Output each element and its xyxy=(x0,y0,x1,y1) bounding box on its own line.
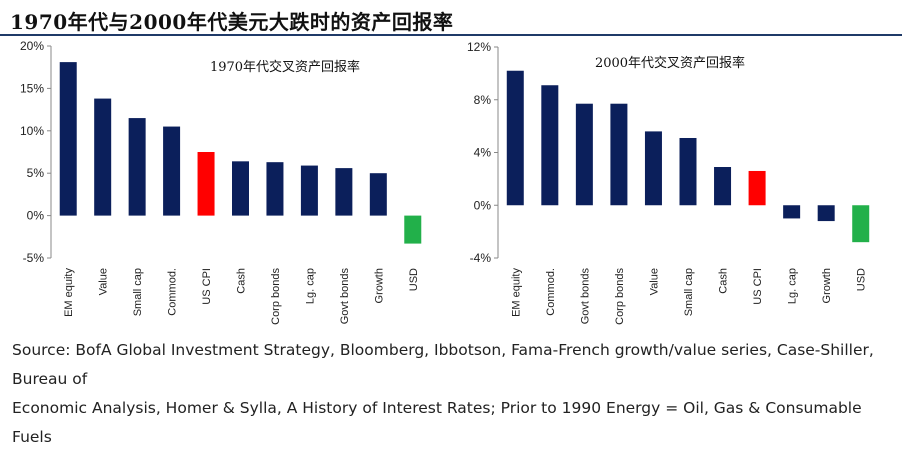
y-tick-label: -4% xyxy=(470,251,492,265)
bar-corp-bonds xyxy=(610,103,628,206)
y-tick-label: 12% xyxy=(467,40,491,54)
x-category-label: Cash xyxy=(236,268,248,294)
bar-us-cpi xyxy=(748,170,766,206)
x-category-label: Govt bonds xyxy=(339,268,351,325)
y-tick-label: 5% xyxy=(27,166,45,180)
bar-govt-bonds xyxy=(335,168,353,216)
bar-small-cap xyxy=(128,118,146,216)
source-line-3: Economic Analysis, Homer & Sylla, A Hist… xyxy=(12,399,862,417)
y-tick-label: 8% xyxy=(474,93,492,107)
bar-corp-bonds xyxy=(266,162,284,216)
chart-2000s: 2000年代交叉资产回报率 12% 8% 4% 0% -4% EM equity Commod… xyxy=(467,40,870,325)
x-category-label: Corp bonds xyxy=(270,268,282,325)
bar-value xyxy=(644,131,662,206)
x-category-label: Value xyxy=(648,268,660,295)
x-category-label: Corp bonds xyxy=(614,268,626,325)
bar-usd xyxy=(852,205,870,243)
page-title: 1970年代与2000年代美元大跌时的资产回报率 xyxy=(10,10,454,34)
x-category-label: USD xyxy=(856,268,868,291)
bar-us-cpi xyxy=(197,152,215,216)
x-category-label: Small cap xyxy=(683,268,695,316)
bar-growth xyxy=(817,205,835,222)
source-line-4: Fuels xyxy=(12,428,52,446)
source-note: Source: BofA Global Investment Strategy,… xyxy=(12,336,897,452)
x-category-label: Commod. xyxy=(545,268,557,316)
x-category-label: Value xyxy=(98,268,110,295)
x-category-label: USD xyxy=(408,268,420,291)
chart-title: 1970年代交叉资产回报率 xyxy=(210,59,360,75)
x-category-label: US CPI xyxy=(752,268,764,305)
source-line-2: Bureau of xyxy=(12,370,88,388)
bar-commod xyxy=(163,126,181,216)
y-tick-label: 0% xyxy=(27,209,45,223)
x-category-label: Growth xyxy=(821,268,833,303)
y-tick-label: 4% xyxy=(474,146,492,160)
bar-cash xyxy=(714,167,732,206)
x-category-label: Commod. xyxy=(167,268,179,316)
x-category-label: US CPI xyxy=(201,268,213,305)
y-tick-label: 10% xyxy=(20,124,44,138)
x-category-label: Lg. cap xyxy=(787,268,799,304)
source-line-1: Source: BofA Global Investment Strategy,… xyxy=(12,341,874,359)
y-tick-label: 0% xyxy=(474,198,492,212)
x-category-label: EM equity xyxy=(510,268,522,317)
bar-lg-cap xyxy=(783,205,801,219)
x-category-label: Lg. cap xyxy=(304,268,316,304)
bar-em-equity xyxy=(506,70,524,206)
bar-em-equity xyxy=(59,62,77,216)
bar-lg-cap xyxy=(300,165,318,216)
bar-cash xyxy=(232,161,249,216)
bar-govt-bonds xyxy=(575,103,593,206)
bar-commod xyxy=(541,85,559,206)
x-category-label: Small cap xyxy=(132,268,144,316)
chart-1970s: 1970年代交叉资产回报率 20% 15% 10% 5% 0% -5% EM equity Va… xyxy=(20,39,422,325)
title-rule xyxy=(0,34,902,36)
x-category-label: Govt bonds xyxy=(579,268,591,325)
bar-small-cap xyxy=(679,137,697,206)
bar-value xyxy=(94,98,112,216)
bar-usd xyxy=(404,215,422,244)
chart-title: 2000年代交叉资产回报率 xyxy=(595,55,745,71)
y-tick-label: 20% xyxy=(20,39,44,53)
x-category-label: EM equity xyxy=(63,268,75,317)
y-tick-label: -5% xyxy=(23,251,45,265)
y-tick-label: 15% xyxy=(20,81,44,95)
bar-growth xyxy=(369,173,387,216)
x-category-label: Cash xyxy=(718,268,730,294)
x-category-label: Growth xyxy=(373,268,385,303)
